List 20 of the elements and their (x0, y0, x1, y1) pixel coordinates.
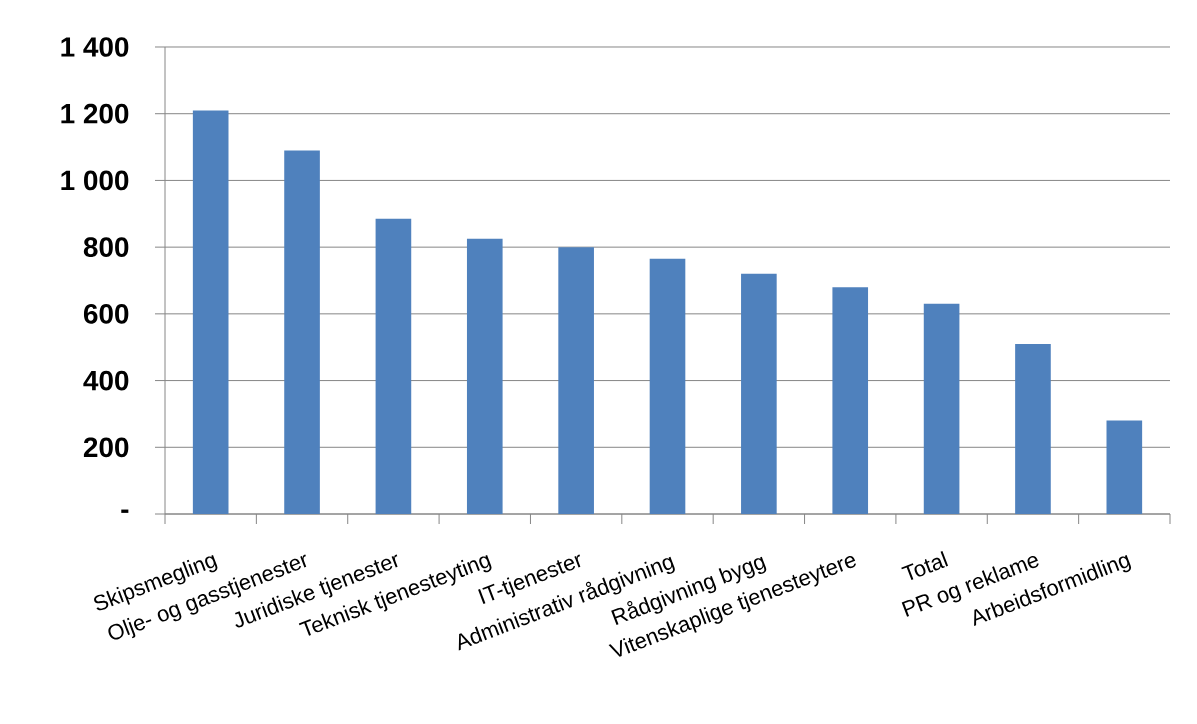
bar (1106, 420, 1143, 514)
y-tick-label: 400 (83, 370, 129, 391)
bar (923, 303, 960, 514)
bar (192, 110, 229, 514)
bar (832, 287, 869, 514)
y-tick-label: 200 (83, 437, 129, 458)
y-tick-label: 1 000 (61, 170, 129, 191)
bar (741, 273, 777, 514)
x-tick-label: Total (901, 551, 949, 580)
bar (375, 218, 412, 514)
y-tick-label: - (121, 509, 129, 513)
y-tick-label: 1 400 (61, 37, 129, 57)
bar (284, 150, 320, 514)
bar (558, 247, 594, 514)
y-tick-label: 800 (83, 237, 129, 258)
bar (1015, 343, 1051, 514)
bar (649, 258, 686, 514)
y-tick-label: 600 (83, 303, 129, 324)
y-tick-label: 1 200 (61, 103, 129, 124)
bar (466, 238, 503, 514)
